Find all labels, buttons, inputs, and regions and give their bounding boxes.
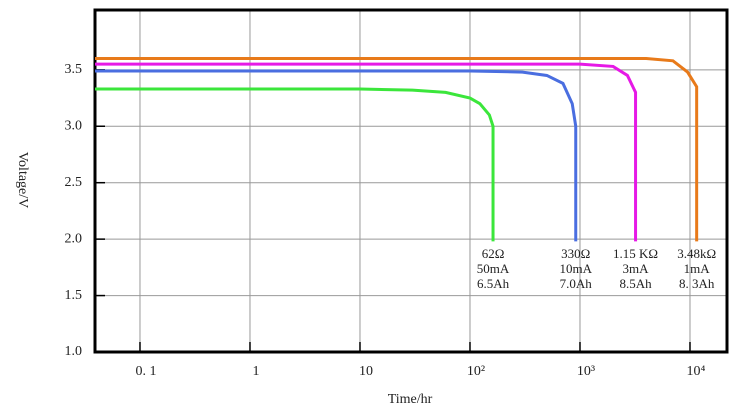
y-axis-label: Voltage/V bbox=[15, 152, 30, 209]
x-axis-label: Time/hr bbox=[388, 392, 433, 407]
y-tick-label: 3.5 bbox=[65, 62, 83, 77]
series-line bbox=[95, 69, 578, 242]
series-annotation: 8. 3Ah bbox=[679, 276, 715, 291]
series-line bbox=[95, 87, 495, 242]
x-tick-label: 10⁴ bbox=[687, 364, 706, 379]
series-annotation: 10mA bbox=[559, 261, 592, 276]
series-line bbox=[95, 62, 638, 242]
y-tick-label: 2.0 bbox=[65, 231, 83, 246]
series-annotation: 330Ω bbox=[561, 246, 590, 261]
x-tick-label: 10 bbox=[359, 364, 373, 379]
series-line bbox=[95, 57, 699, 242]
x-tick-label: 10² bbox=[467, 364, 485, 379]
x-tick-label: 0. 1 bbox=[135, 364, 156, 379]
series-annotation: 62Ω bbox=[482, 246, 505, 261]
series-annotation: 50mA bbox=[477, 261, 510, 276]
plot-frame bbox=[93, 8, 729, 354]
x-tick-label: 1 bbox=[252, 364, 259, 379]
series-annotation: 7.0Ah bbox=[560, 276, 593, 291]
series-annotation: 3.48kΩ bbox=[677, 246, 716, 261]
series-annotation: 1mA bbox=[684, 261, 711, 276]
series-annotation: 3mA bbox=[623, 261, 650, 276]
y-tick-label: 3.0 bbox=[65, 118, 83, 133]
series-annotation: 8.5Ah bbox=[619, 276, 652, 291]
y-tick-label: 1.5 bbox=[65, 288, 83, 303]
series-annotation: 1.15 KΩ bbox=[613, 246, 658, 261]
y-tick-label: 1.0 bbox=[65, 344, 83, 359]
y-tick-label: 2.5 bbox=[65, 175, 83, 190]
series-annotation: 6.5Ah bbox=[477, 276, 510, 291]
x-tick-label: 10³ bbox=[577, 364, 595, 379]
